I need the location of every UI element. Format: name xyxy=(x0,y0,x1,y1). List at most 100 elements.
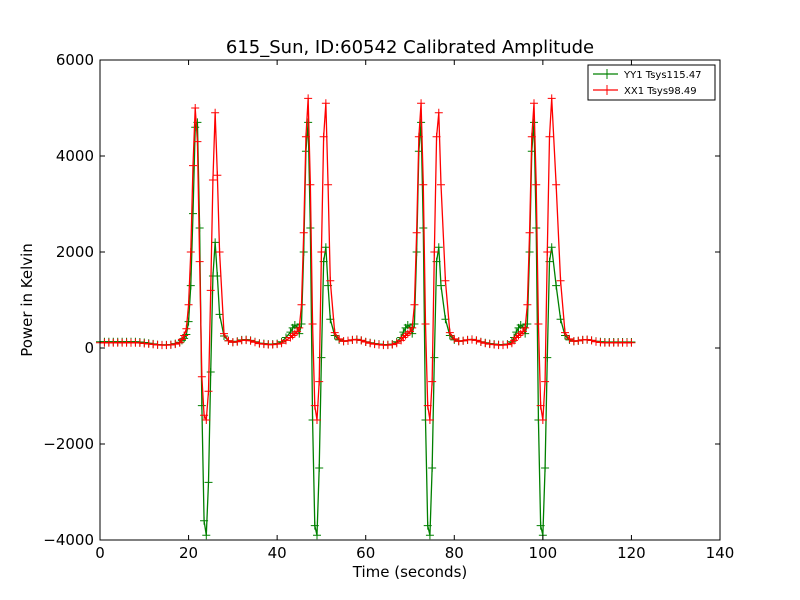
data-point-marker xyxy=(527,132,536,141)
data-point-marker xyxy=(481,339,490,348)
data-point-marker xyxy=(182,324,191,333)
x-tick-label: 80 xyxy=(445,544,464,562)
data-point-marker xyxy=(536,521,545,530)
data-point-marker xyxy=(541,377,550,386)
legend-frame xyxy=(587,64,716,101)
data-point-marker xyxy=(186,281,195,290)
data-point-marker xyxy=(525,228,534,237)
data-point-marker xyxy=(423,521,432,530)
y-tick-label: −4000 xyxy=(43,531,94,549)
data-point-marker xyxy=(308,320,317,328)
data-point-marker xyxy=(417,99,426,108)
data-point-marker xyxy=(534,320,543,328)
x-tick-label: 40 xyxy=(268,544,287,562)
data-point-marker xyxy=(410,300,419,309)
data-point-marker xyxy=(315,377,324,386)
data-point-marker xyxy=(251,338,259,347)
data-point-marker xyxy=(319,132,328,141)
data-point-marker xyxy=(317,353,326,362)
data-point-marker xyxy=(445,328,454,337)
data-point-marker xyxy=(273,340,282,349)
data-point-marker xyxy=(392,339,401,348)
data-point-marker xyxy=(184,317,193,326)
data-point-marker xyxy=(543,353,552,362)
data-point-marker xyxy=(472,336,481,345)
data-point-marker xyxy=(552,180,561,189)
data-point-marker xyxy=(419,180,428,189)
data-point-marker xyxy=(208,176,217,184)
data-point-marker xyxy=(220,329,228,338)
data-point-marker xyxy=(366,339,375,348)
data-point-marker xyxy=(430,353,439,362)
data-point-marker xyxy=(191,104,200,112)
data-point-marker xyxy=(200,516,209,525)
data-point-marker xyxy=(206,368,215,376)
data-point-marker xyxy=(321,99,330,108)
data-point-marker xyxy=(592,337,600,346)
data-point-marker xyxy=(211,108,220,117)
data-point-marker xyxy=(523,300,532,309)
data-point-marker xyxy=(434,243,443,252)
data-point-marker xyxy=(310,521,319,530)
data-point-marker xyxy=(313,531,321,540)
data-point-marker xyxy=(166,340,175,349)
data-point-marker xyxy=(357,336,366,345)
data-point-marker xyxy=(627,338,636,347)
data-point-marker xyxy=(412,228,421,237)
x-axis-title: Time (seconds) xyxy=(352,563,468,581)
chart-title: 615_Sun, ID:60542 Calibrated Amplitude xyxy=(226,37,594,58)
data-point-marker xyxy=(536,401,545,410)
data-point-marker xyxy=(352,335,361,344)
data-point-marker xyxy=(200,411,209,420)
data-point-marker xyxy=(324,180,333,189)
data-point-marker xyxy=(189,209,197,218)
x-tick-label: 120 xyxy=(617,544,646,562)
data-point-marker xyxy=(344,336,352,345)
data-point-marker xyxy=(583,335,592,344)
data-point-marker xyxy=(468,335,476,344)
data-point-marker xyxy=(233,337,242,346)
data-point-marker xyxy=(432,132,441,141)
data-point-marker xyxy=(521,323,530,332)
data-point-marker xyxy=(541,464,550,472)
data-point-marker xyxy=(204,478,213,487)
data-point-marker xyxy=(430,248,439,256)
data-point-marker xyxy=(313,416,321,424)
data-point-marker xyxy=(574,336,583,345)
data-point-marker xyxy=(317,248,326,256)
y-tick-label: 0 xyxy=(84,339,94,357)
x-tick-label: 140 xyxy=(706,544,735,562)
data-point-marker xyxy=(441,276,450,285)
data-point-marker xyxy=(184,300,193,309)
data-point-marker xyxy=(561,328,569,337)
data-point-marker xyxy=(532,180,541,189)
series-layer xyxy=(96,94,636,540)
data-point-marker xyxy=(197,401,206,410)
data-point-marker xyxy=(414,132,423,141)
data-point-marker xyxy=(215,310,224,319)
data-point-marker xyxy=(180,331,189,340)
data-point-marker xyxy=(189,161,197,170)
data-point-marker xyxy=(388,340,397,349)
x-tick-label: 20 xyxy=(179,544,198,562)
data-point-marker xyxy=(321,243,330,252)
data-point-marker xyxy=(545,132,554,141)
legend-marker-yy1 xyxy=(602,69,612,79)
data-point-marker xyxy=(310,401,319,410)
data-point-marker xyxy=(277,339,286,348)
legend-label-xx1: XX1 Tsys98.49 xyxy=(624,86,697,97)
data-point-marker xyxy=(547,243,556,252)
tick-layer: 0 20 40 60 80 100 120 140 −4000 −2000 0 2000 4000 600… xyxy=(43,51,734,562)
data-point-marker xyxy=(215,248,224,256)
legend-label-yy1: YY1 Tsys115.47 xyxy=(623,70,702,81)
x-tick-label: 100 xyxy=(529,544,558,562)
data-point-marker xyxy=(425,531,434,540)
data-point-marker xyxy=(423,401,432,410)
data-point-marker xyxy=(213,171,222,180)
legend: YY1 Tsys115.47 XX1 Tsys98.49 xyxy=(587,64,716,101)
data-point-marker xyxy=(282,336,290,345)
series-xx1 xyxy=(96,94,636,424)
data-point-marker xyxy=(437,281,445,290)
data-point-marker xyxy=(304,94,313,103)
